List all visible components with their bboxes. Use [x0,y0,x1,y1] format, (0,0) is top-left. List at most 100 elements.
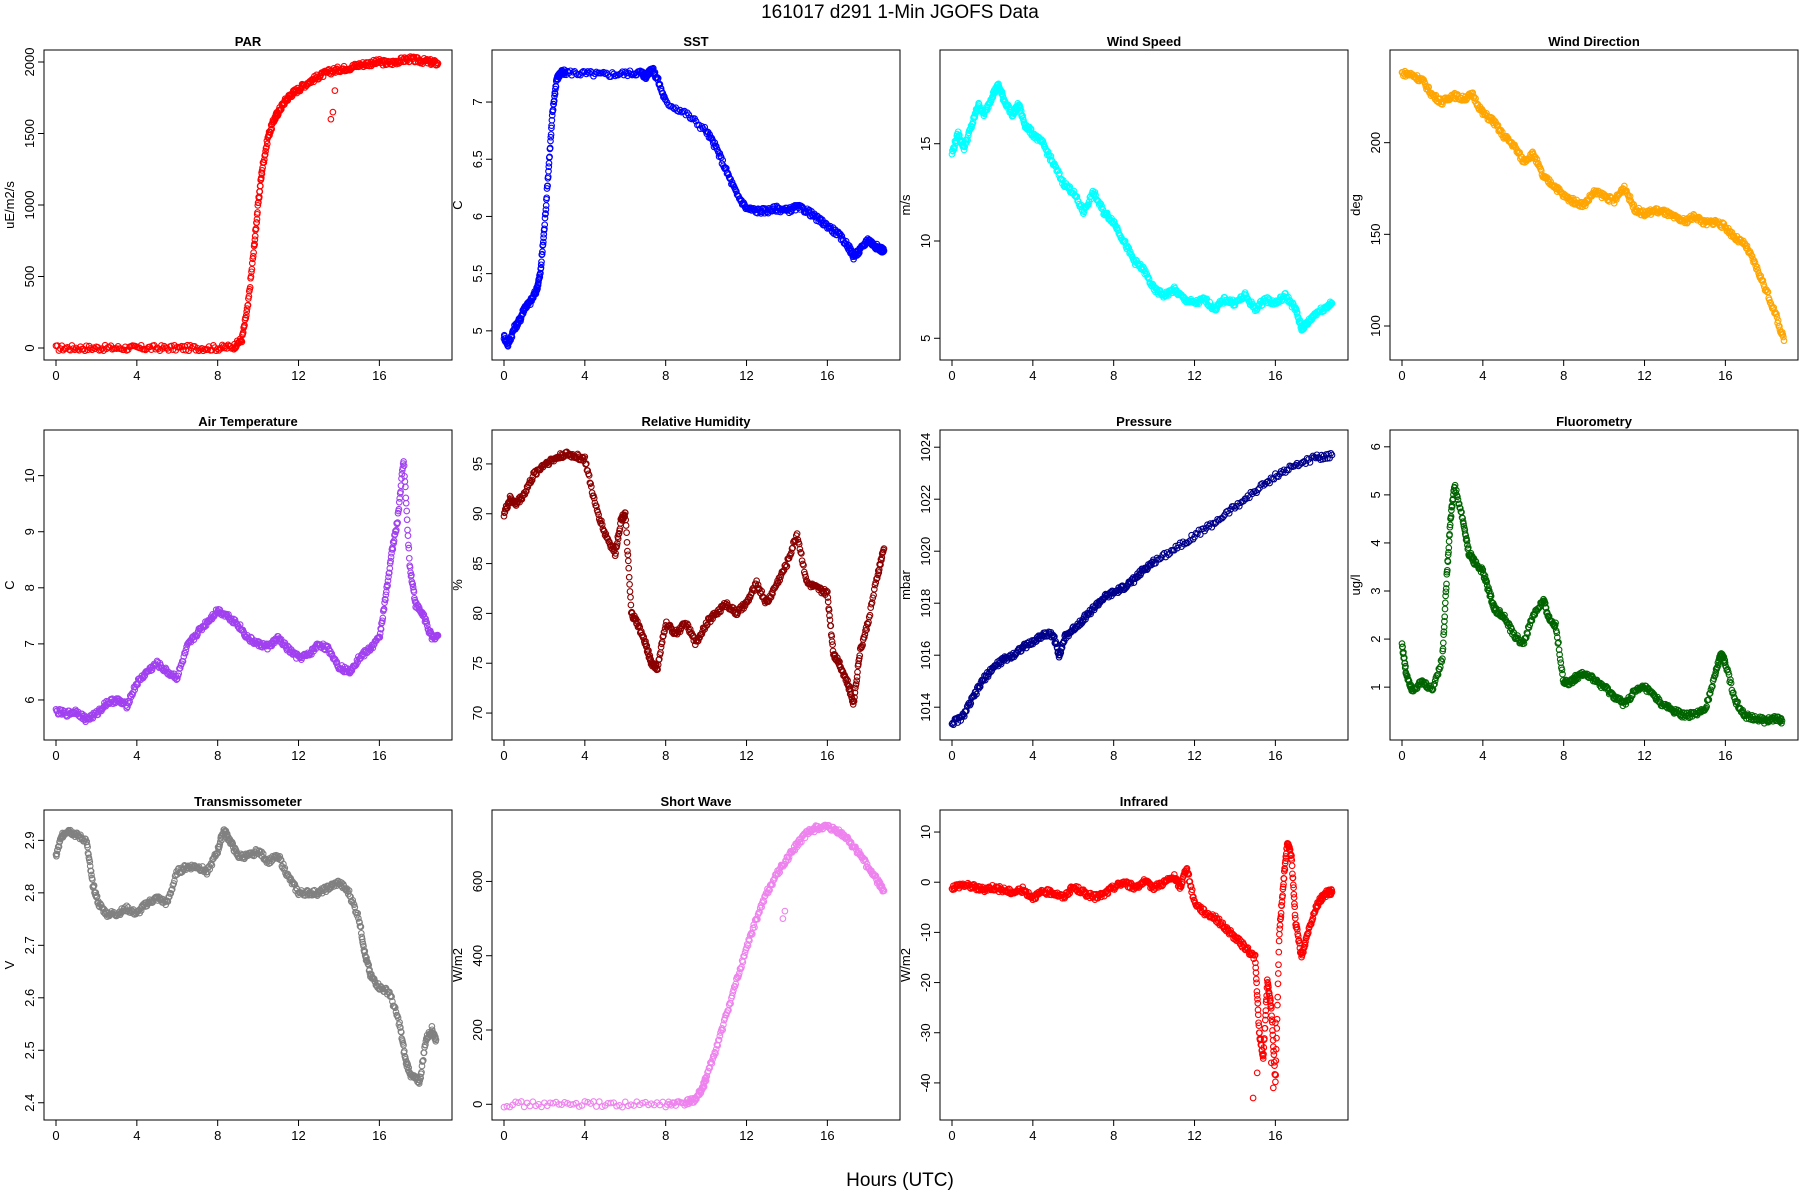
plot-frame-wind-direction [1389,49,1799,361]
data-point [537,261,545,269]
y-axis-label-pressure: mbar [898,570,913,600]
data-point [1626,193,1634,200]
data-point [547,133,555,141]
panel-title-sst: SST [683,34,708,49]
x-tick-label-pressure: 16 [1268,748,1282,763]
x-tick-label-sst: 4 [581,368,588,383]
series-par [52,53,442,355]
data-point [253,215,261,223]
x-tick-label-pressure: 4 [1029,748,1036,763]
x-tick-label-par: 4 [133,368,140,383]
data-point [1472,95,1479,102]
data-point [1749,255,1757,263]
y-tick-label-air-temperature: 7 [22,640,37,647]
data-point [1441,599,1449,607]
data-point [534,285,541,293]
y-tick-label-par: 2000 [22,48,37,77]
data-point [268,125,276,133]
y-tick-label-relative-humidity: 95 [470,457,485,471]
panel-title-pressure: Pressure [1116,414,1172,429]
y-tick-label-par: 1500 [22,119,37,148]
series-pressure [948,449,1336,729]
data-point [263,143,270,151]
x-tick-label-transmissometer: 0 [52,1128,59,1143]
x-tick-label-relative-humidity: 16 [820,748,834,763]
data-point [242,311,250,319]
panel-title-fluorometry: Fluorometry [1556,414,1633,429]
x-tick-label-wind-speed: 16 [1268,368,1282,383]
data-point [251,232,259,240]
y-tick-label-transmissometer: 2.6 [22,989,37,1007]
data-point [179,658,187,665]
data-point [248,259,256,267]
data-point [1497,126,1505,134]
data-point [243,305,251,312]
data-point [1193,296,1201,304]
data-point [262,147,269,155]
panel-title-air-temperature: Air Temperature [198,414,297,429]
data-point [254,202,262,209]
data-point [1776,322,1783,330]
y-axis-label-air-temperature: C [2,580,17,589]
x-tick-label-par: 12 [291,368,305,383]
data-point [997,87,1005,94]
plot-frame-fluorometry [1389,429,1799,741]
x-tick-label-relative-humidity: 0 [500,748,507,763]
data-point [1748,251,1755,259]
data-point [254,209,261,216]
x-tick-label-wind-direction: 8 [1560,368,1567,383]
y-axis-label-fluorometry: ug/l [1348,574,1363,595]
data-point [249,252,257,260]
data-point [250,249,257,256]
y-tick-label-relative-humidity: 80 [470,606,485,620]
x-tick-label-air-temperature: 16 [372,748,386,763]
series-sst [500,64,888,350]
x-tick-label-wind-speed: 0 [948,368,955,383]
data-point [180,653,188,660]
data-point [403,516,411,524]
x-tick-label-par: 0 [52,368,59,383]
y-tick-label-sst: 5 [470,327,485,334]
data-point [87,345,94,352]
data-point [1759,277,1767,284]
data-point [1470,93,1478,101]
x-tick-label-fluorometry: 16 [1718,748,1732,763]
data-point [543,185,551,192]
y-tick-label-transmissometer: 2.7 [22,936,37,954]
y-axis-label-relative-humidity: % [450,579,465,591]
data-point [538,258,545,266]
x-tick-label-air-temperature: 4 [133,748,140,763]
data-point [402,499,410,507]
panel-title-relative-humidity: Relative Humidity [641,414,751,429]
data-point [331,87,339,94]
series-fluorometry [1398,481,1786,727]
x-tick-label-sst: 16 [820,368,834,383]
data-point [545,159,553,167]
data-point [1773,310,1780,318]
data-point [1623,187,1630,195]
data-point [584,68,592,75]
x-tick-label-air-temperature: 12 [291,748,305,763]
y-tick-label-wind-speed: 15 [918,136,933,150]
x-tick-label-wind-direction: 4 [1479,368,1486,383]
data-point [181,649,189,657]
panel-title-transmissometer: Transmissometer [194,794,302,809]
data-point [546,153,553,161]
y-tick-label-relative-humidity: 85 [470,556,485,570]
data-point [261,151,269,158]
series-relative-humidity [500,448,888,708]
data-point [540,234,547,242]
y-tick-label-relative-humidity: 75 [470,656,485,670]
y-tick-label-pressure: 1020 [918,537,933,566]
y-tick-label-fluorometry: 6 [1368,443,1383,450]
data-point [880,247,888,255]
x-tick-label-sst: 12 [739,368,753,383]
data-point [625,564,633,572]
data-point [329,108,337,116]
x-tick-label-relative-humidity: 8 [662,748,669,763]
